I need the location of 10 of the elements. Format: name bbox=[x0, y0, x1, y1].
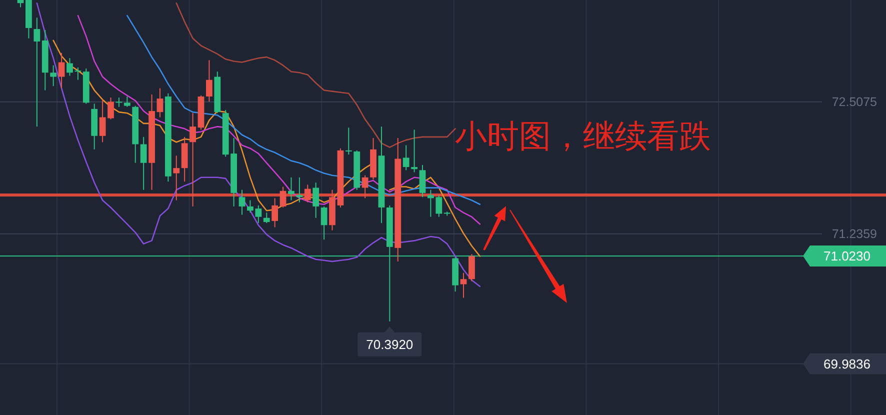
line-series bbox=[176, 2, 456, 148]
ref-label: 71.0230 bbox=[803, 245, 886, 266]
annotation: 70.3920 bbox=[366, 336, 414, 352]
y-tick-label: 72.5075 bbox=[832, 94, 878, 109]
annotation: 70.3920 bbox=[358, 326, 422, 356]
headline: 小时图，继续看跌 bbox=[455, 118, 711, 154]
ref-label: 69.9836 bbox=[803, 353, 886, 374]
y-tick-label: 71.2359 bbox=[832, 226, 878, 241]
ref-line-label: 69.9836 bbox=[824, 356, 870, 372]
ref-line-label: 71.0230 bbox=[824, 248, 870, 264]
